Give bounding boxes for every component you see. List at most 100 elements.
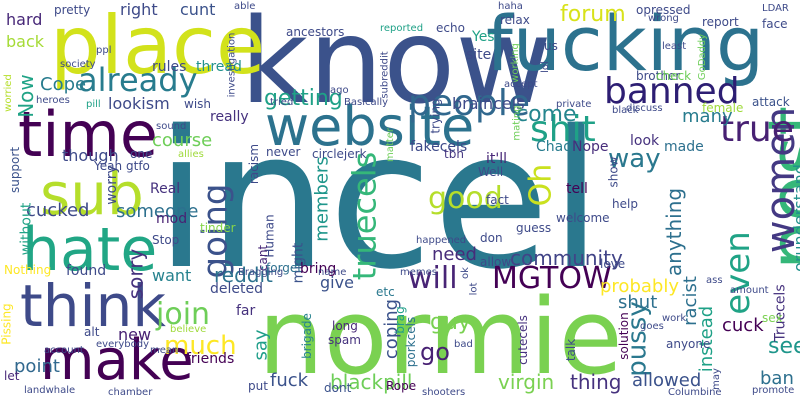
cloud-word: virgin (498, 370, 555, 394)
cloud-word: everybody (96, 339, 149, 350)
cloud-word: account (44, 345, 84, 356)
cloud-word: love (600, 257, 626, 271)
cloud-word: solution (616, 312, 631, 360)
cloud-word: fact (486, 193, 509, 207)
cloud-word: mod (156, 211, 188, 227)
cloud-word: cuck (722, 315, 764, 336)
cloud-word: anyone (666, 337, 711, 351)
cloud-word: MGTOW (492, 261, 612, 296)
cloud-word: Rope (386, 379, 417, 393)
cloud-word: tried (270, 97, 294, 108)
cloud-word: Real (150, 181, 181, 197)
cloud-word: right (120, 0, 158, 19)
cloud-word: think (20, 272, 166, 340)
cloud-word: will (408, 261, 458, 296)
cloud-word: happened (416, 235, 467, 246)
cloud-word: able (234, 1, 256, 12)
cloud-word: gtfo (126, 159, 150, 173)
cloud-word: need (432, 244, 477, 265)
cloud-word: matter (384, 128, 396, 162)
cloud-word: make (40, 328, 194, 393)
cloud-word: Stop (152, 233, 180, 247)
cloud-word: show (606, 156, 621, 188)
cloud-word: put (248, 379, 268, 393)
cloud-word: Now (13, 74, 38, 118)
cloud-word: far (236, 303, 256, 319)
cloud-word: dont (324, 381, 352, 395)
cloud-word: face (762, 17, 788, 31)
cloud-word: banned (604, 71, 740, 112)
cloud-word: found (66, 263, 107, 279)
cloud-word: memes (400, 267, 437, 278)
cloud-word: one (130, 147, 153, 161)
cloud-word: allowed (632, 370, 702, 391)
cloud-word: opressed (636, 3, 691, 17)
cloud-word: sex (762, 311, 783, 325)
cloud-word: lol (539, 61, 551, 73)
cloud-word: wrong (648, 13, 679, 24)
cloud-word: tbh (444, 147, 464, 161)
cloud-word: thread (196, 59, 242, 75)
cloud-word: mating (511, 105, 523, 141)
cloud-word: point (14, 356, 60, 377)
cloud-word: fucking (486, 0, 765, 88)
cloud-word: society (60, 59, 96, 70)
cloud-word: support (8, 146, 23, 194)
cloud-word: lookism (108, 94, 170, 113)
cloud-word: worry (103, 165, 120, 205)
cloud-word: bring (300, 261, 337, 277)
cloud-word: though (62, 146, 119, 165)
cloud-word: never (266, 145, 301, 159)
cloud-word: bad (454, 339, 473, 350)
cloud-word: us (544, 39, 558, 53)
cloud-word: already (78, 61, 198, 99)
cloud-word: Nothing (4, 263, 52, 277)
cloud-word: ancestors (286, 25, 345, 39)
cloud-word: guess (516, 221, 552, 235)
cloud-word: promote (752, 385, 795, 396)
cloud-word: discuss (626, 103, 663, 114)
cloud-word: alt (84, 325, 100, 339)
cloud-word: Chad (536, 139, 573, 155)
cloud-word: probably (600, 276, 679, 297)
cloud-word: name (318, 267, 347, 278)
cloud-word: subreddit (379, 51, 391, 99)
cloud-word: circlejerk (312, 147, 367, 161)
cloud-word: Yes (472, 29, 495, 45)
cloud-word: report (702, 15, 739, 29)
cloud-word: GoDaddy (697, 33, 709, 81)
cloud-word: reddit (214, 263, 273, 287)
cloud-word: blackpill (330, 370, 413, 394)
cloud-word: hate (22, 215, 158, 285)
cloud-word: hard (6, 10, 43, 29)
cloud-word: someone (116, 201, 199, 222)
cloud-word: shooters (422, 387, 466, 398)
cloud-word: chamber (108, 387, 153, 398)
cloud-word: etc (376, 285, 395, 299)
cloud-word: people (408, 83, 531, 124)
cloud-word: shut (618, 292, 658, 313)
cloud-word: trying (428, 98, 443, 134)
cloud-word: much (164, 331, 237, 361)
cloud-word: back (6, 32, 45, 51)
cloud-word: may (710, 368, 722, 390)
cloud-word: allies (178, 149, 204, 160)
cloud-word: check (656, 69, 692, 83)
cloud-word: pretty (54, 3, 91, 17)
cloud-word: work (662, 313, 687, 324)
cloud-word: braincels (452, 94, 525, 113)
cloud-word: ass (706, 275, 723, 286)
cloud-word: true (720, 109, 794, 150)
cloud-word: let (4, 369, 20, 383)
cloud-word: deleted (210, 281, 263, 297)
cloud-word: fuck (270, 370, 309, 391)
cloud-word: incel (155, 90, 603, 311)
cloud-word: time (18, 98, 159, 171)
cloud-word: really (210, 109, 249, 125)
cloud-word: orunderstand (789, 164, 800, 272)
cloud-word: even (717, 231, 758, 315)
cloud-word: Cope (40, 74, 87, 95)
cloud-word: look (630, 133, 660, 149)
cloud-word: it'll (486, 151, 508, 167)
